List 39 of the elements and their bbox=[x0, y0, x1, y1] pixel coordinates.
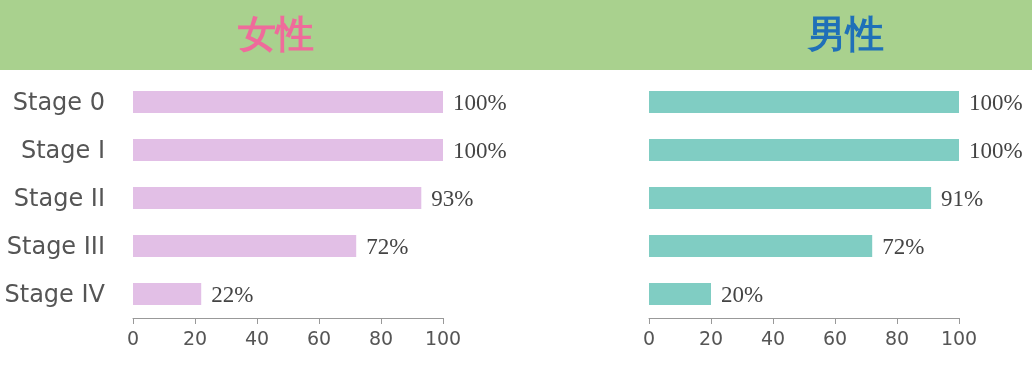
data-label: 100% bbox=[969, 89, 1023, 115]
bar bbox=[649, 187, 932, 209]
x-tick-label: 80 bbox=[368, 326, 394, 349]
y-tick-label: Stage II bbox=[13, 184, 105, 212]
bar bbox=[649, 235, 873, 257]
data-label: 72% bbox=[882, 233, 925, 259]
bar bbox=[133, 139, 443, 161]
bar bbox=[649, 283, 711, 305]
y-tick-label: Stage 0 bbox=[12, 88, 105, 116]
bar bbox=[133, 235, 357, 257]
data-label: 93% bbox=[431, 185, 474, 211]
data-label: 22% bbox=[211, 281, 254, 307]
x-tick-label: 0 bbox=[126, 326, 140, 349]
data-label: 72% bbox=[366, 233, 409, 259]
x-tick-label: 60 bbox=[822, 326, 848, 349]
x-tick-label: 40 bbox=[760, 326, 786, 349]
bar bbox=[133, 283, 202, 305]
x-tick-label: 20 bbox=[698, 326, 724, 349]
x-tick-label: 80 bbox=[884, 326, 910, 349]
y-tick-label: Stage IV bbox=[4, 280, 106, 308]
x-tick-label: 20 bbox=[182, 326, 208, 349]
y-tick-label: Stage I bbox=[20, 136, 105, 164]
data-label: 100% bbox=[453, 89, 507, 115]
data-label: 91% bbox=[941, 185, 984, 211]
y-tick-label: Stage III bbox=[6, 232, 105, 260]
chart-title: 男性 bbox=[807, 12, 884, 56]
bar bbox=[649, 139, 959, 161]
x-tick-label: 60 bbox=[306, 326, 332, 349]
data-label: 20% bbox=[721, 281, 764, 307]
bar bbox=[133, 187, 422, 209]
chart-title: 女性 bbox=[238, 12, 314, 56]
data-label: 100% bbox=[453, 137, 507, 163]
x-tick-label: 0 bbox=[642, 326, 656, 349]
x-tick-label: 100 bbox=[424, 326, 462, 349]
data-label: 100% bbox=[969, 137, 1023, 163]
x-tick-label: 100 bbox=[940, 326, 978, 349]
x-tick-label: 40 bbox=[244, 326, 270, 349]
bar bbox=[133, 91, 443, 113]
bar bbox=[649, 91, 959, 113]
